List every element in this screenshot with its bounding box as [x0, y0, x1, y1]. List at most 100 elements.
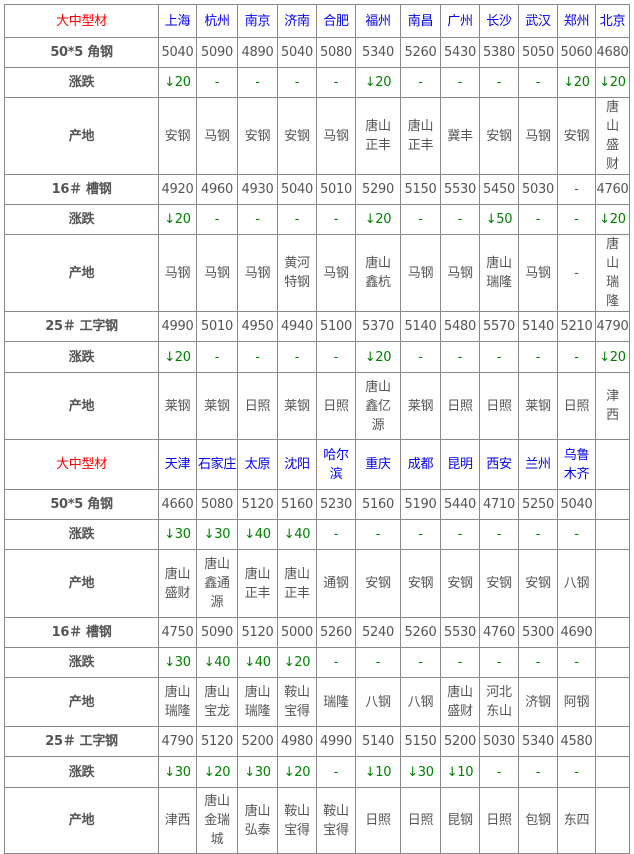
price-cell: 4760	[595, 174, 630, 205]
price-cell: 5120	[237, 617, 278, 648]
change-cell: ↓20	[158, 341, 197, 373]
change-cell: ↓20	[158, 204, 197, 235]
change-cell: ↓30	[158, 756, 197, 788]
origin-cell: 津西	[158, 787, 197, 854]
origin-cell: 唐山瑞隆	[479, 234, 519, 312]
change-cell	[595, 647, 630, 678]
origin-cell: 莱钢	[400, 372, 441, 440]
origin-cell: 马钢	[440, 234, 480, 312]
city-header: 济南	[277, 4, 317, 38]
price-cell: 5370	[355, 311, 401, 342]
price-cell: 5160	[277, 489, 317, 520]
row-label: 涨跌	[4, 647, 159, 678]
change-cell: -	[400, 519, 441, 550]
price-cell: 4990	[316, 726, 356, 757]
origin-cell: 唐山盛财	[158, 549, 197, 618]
origin-cell: 八钢	[557, 549, 596, 618]
origin-cell: 莱钢	[518, 372, 558, 440]
change-cell: -	[277, 341, 317, 373]
change-cell: -	[440, 519, 480, 550]
change-cell: ↓30	[158, 519, 197, 550]
change-cell: -	[479, 67, 519, 98]
change-cell: -	[557, 519, 596, 550]
price-cell: 5040	[277, 37, 317, 68]
price-cell: 5210	[557, 311, 596, 342]
origin-cell: 安钢	[400, 549, 441, 618]
origin-cell: 唐山正丰	[277, 549, 317, 618]
section-title: 大中型材	[4, 439, 159, 490]
price-cell: 5150	[400, 726, 441, 757]
change-cell: -	[316, 756, 356, 788]
origin-cell: 唐山瑞隆	[237, 677, 278, 727]
origin-cell: 河北东山	[479, 677, 519, 727]
price-cell: 5190	[400, 489, 441, 520]
price-cell: 5010	[196, 311, 238, 342]
change-cell: -	[479, 756, 519, 788]
price-row: 25＃ 工字钢 4990 5010 4950 4940 5100 5370 5140 5480 5…	[4, 311, 630, 342]
change-cell: -	[557, 204, 596, 235]
change-cell: ↓50	[479, 204, 519, 235]
change-row: 涨跌 ↓20- - - - ↓20- - - - ↓20 ↓20	[4, 67, 630, 98]
price-cell: 5450	[479, 174, 519, 205]
origin-cell: 鞍山宝得	[277, 787, 317, 854]
row-label: 涨跌	[4, 756, 159, 788]
price-cell: 5200	[440, 726, 480, 757]
change-cell: ↓20	[277, 756, 317, 788]
origin-cell: 鞍山宝得	[277, 677, 317, 727]
change-cell: -	[479, 341, 519, 373]
price-cell: 5480	[440, 311, 480, 342]
price-cell: 5430	[440, 37, 480, 68]
row-label: 25＃ 工字钢	[4, 726, 159, 757]
origin-cell: 莱钢	[196, 372, 238, 440]
price-cell: 4950	[237, 311, 278, 342]
change-cell: -	[440, 67, 480, 98]
origin-cell: 鞍山宝得	[316, 787, 356, 854]
city-header: 南京	[237, 4, 278, 38]
price-cell: 5250	[518, 489, 558, 520]
change-cell: -	[557, 647, 596, 678]
origin-cell: 唐山弘泰	[237, 787, 278, 854]
city-header: 太原	[237, 439, 278, 490]
change-cell: ↓20	[557, 67, 596, 98]
origin-cell: 马钢	[518, 97, 558, 175]
origin-cell: 安钢	[479, 97, 519, 175]
change-cell: -	[440, 647, 480, 678]
origin-cell: 日照	[355, 787, 401, 854]
price-cell	[595, 617, 630, 648]
row-label: 产地	[4, 234, 159, 312]
price-cell: 4750	[158, 617, 197, 648]
price-cell: 5570	[479, 311, 519, 342]
city-header: 合肥	[316, 4, 356, 38]
section-title: 大中型材	[4, 4, 159, 38]
price-cell: 4580	[557, 726, 596, 757]
origin-cell: 唐山正丰	[400, 97, 441, 175]
header-row: 大中型材 上海 杭州 南京 济南 合肥 福州 南昌 广州 长沙 武汉 郑州 北京	[4, 4, 630, 38]
price-cell: 5140	[518, 311, 558, 342]
origin-cell	[595, 787, 630, 854]
change-cell: -	[518, 204, 558, 235]
city-header: 乌鲁木齐	[557, 439, 596, 490]
price-cell: 5040	[277, 174, 317, 205]
origin-row: 产地 唐山瑞隆 唐山宝龙 唐山瑞隆 鞍山宝得 瑞隆 八钢 八钢 唐山盛财 河北东山 济钢 阿钢	[4, 677, 630, 727]
change-cell: -	[479, 519, 519, 550]
city-header: 上海	[158, 4, 197, 38]
change-cell: ↓40	[237, 647, 278, 678]
origin-cell: 马钢	[237, 234, 278, 312]
city-header: 兰州	[518, 439, 558, 490]
city-header: 郑州	[557, 4, 596, 38]
price-cell: 4710	[479, 489, 519, 520]
price-cell: 5080	[196, 489, 238, 520]
price-cell: 5440	[440, 489, 480, 520]
price-cell: 5140	[400, 311, 441, 342]
city-header: 天津	[158, 439, 197, 490]
price-cell: 5340	[518, 726, 558, 757]
change-cell: -	[440, 204, 480, 235]
price-cell: 5150	[400, 174, 441, 205]
origin-cell: 莱钢	[158, 372, 197, 440]
origin-cell: 东四	[557, 787, 596, 854]
origin-cell: 唐山鑫杭	[355, 234, 401, 312]
change-cell: ↓20	[355, 204, 401, 235]
city-header	[595, 439, 630, 490]
price-cell: 5340	[355, 37, 401, 68]
change-cell: -	[316, 519, 356, 550]
